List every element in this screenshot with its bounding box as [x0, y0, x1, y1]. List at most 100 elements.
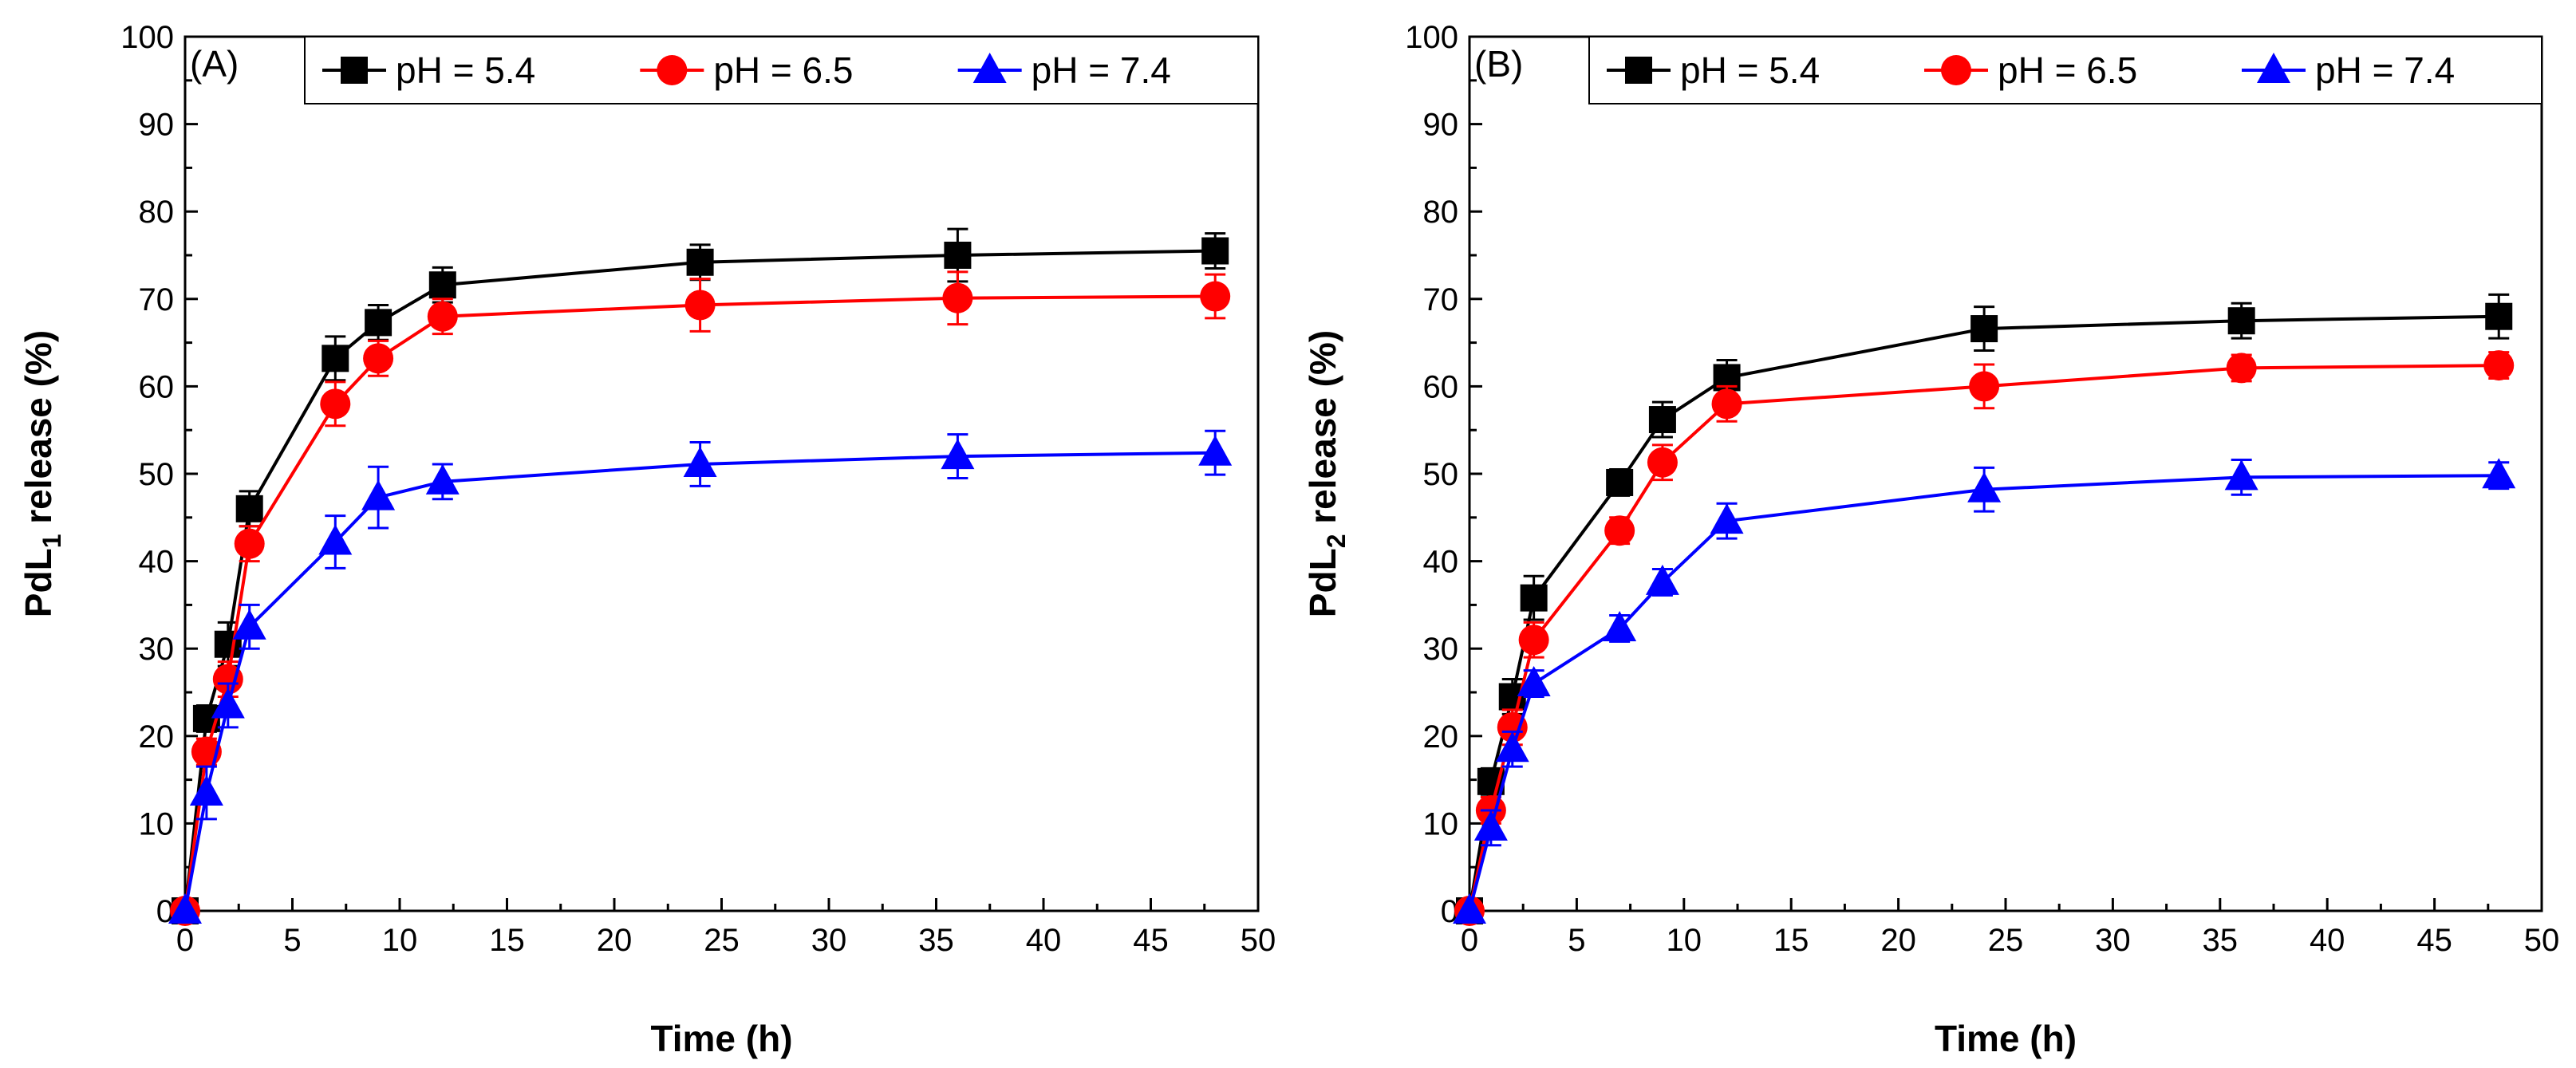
legend-item: pH = 6.5 — [1924, 49, 2137, 91]
x-tick-label: 0 — [176, 923, 194, 958]
y-tick-label: 90 — [139, 108, 175, 143]
data-point — [1645, 564, 1679, 595]
data-point — [1647, 447, 1678, 478]
y-tick-label: 20 — [139, 719, 175, 755]
x-tick-label: 40 — [2310, 923, 2345, 958]
legend-box — [304, 36, 1259, 104]
x-tick-label: 15 — [1773, 923, 1809, 958]
series-line — [183, 451, 1216, 912]
data-point — [1604, 515, 1635, 546]
x-tick-label: 5 — [283, 923, 301, 958]
y-tick-label: 60 — [1423, 369, 1459, 404]
legend-box — [1588, 36, 2542, 104]
data-point — [363, 343, 394, 374]
y-axis-title-tail: release (%) — [1302, 330, 1343, 534]
data-point — [2485, 302, 2513, 330]
series-line — [183, 294, 1216, 912]
x-tick-label: 40 — [1026, 923, 1062, 958]
data-point — [2227, 307, 2255, 335]
legend-label: pH = 5.4 — [1680, 49, 1820, 91]
y-axis-title: PdL1 release (%) — [18, 330, 66, 617]
data-point — [1473, 810, 1508, 841]
x-tick-label: 30 — [811, 923, 847, 958]
x-tick-label: 35 — [918, 923, 954, 958]
series-line — [1468, 314, 2499, 912]
legend-marker — [2257, 53, 2290, 83]
legend-label: pH = 6.5 — [1998, 49, 2137, 91]
y-axis-title-tail: release (%) — [18, 330, 59, 534]
y-axis-title: PdL2 release (%) — [1302, 330, 1351, 617]
series-line — [1468, 474, 2499, 912]
panel-label: (B) — [1474, 43, 1523, 85]
legend-label: pH = 7.4 — [2315, 49, 2455, 91]
data-point — [365, 309, 393, 337]
y-tick-label: 70 — [139, 282, 175, 317]
x-tick-label: 10 — [1667, 923, 1702, 958]
y-tick-label: 80 — [139, 195, 175, 230]
x-tick-label: 45 — [1133, 923, 1169, 958]
y-tick-label: 70 — [1423, 282, 1459, 317]
data-point — [942, 282, 973, 313]
data-point — [318, 524, 353, 555]
y-tick-label: 10 — [1423, 806, 1459, 841]
y-tick-label: 90 — [1423, 108, 1459, 143]
y-axis-title-main: PdL — [1302, 548, 1343, 617]
y-tick-label: 50 — [139, 457, 175, 492]
data-point — [1495, 731, 1529, 763]
data-point — [1970, 315, 1998, 343]
data-point — [1603, 610, 1637, 641]
data-point — [1518, 625, 1549, 656]
x-tick-label: 45 — [2416, 923, 2452, 958]
x-tick-label: 15 — [489, 923, 525, 958]
x-tick-label: 10 — [382, 923, 418, 958]
data-point — [425, 463, 460, 495]
series-ph-7-4 — [168, 429, 1233, 924]
data-point — [2226, 353, 2257, 384]
y-tick-label: 40 — [139, 545, 175, 580]
data-point — [1200, 281, 1231, 312]
data-point — [211, 688, 245, 719]
data-point — [683, 446, 717, 477]
data-point — [234, 528, 265, 559]
panel-label: (A) — [190, 43, 239, 85]
y-tick-label: 60 — [139, 369, 175, 404]
data-point — [1606, 468, 1634, 496]
series-ph-7-4 — [1453, 458, 2516, 924]
legend-marker — [1941, 55, 1971, 85]
data-point — [1710, 503, 1744, 534]
legend-item: pH = 7.4 — [957, 49, 1171, 91]
series-ph-5-4 — [172, 227, 1229, 924]
data-point — [1201, 237, 1229, 265]
chart-panel-a: 0 5 10 15 20 25 30 35 40 45 50 0 10 20 30 40 50 60 70 80 90 1… — [18, 20, 1276, 1059]
x-tick-label: 25 — [704, 923, 740, 958]
x-tick-label: 20 — [597, 923, 633, 958]
y-axis-title-subscript: 2 — [1322, 534, 1351, 549]
series-line — [1468, 364, 2499, 912]
data-point — [944, 242, 972, 269]
data-point — [2224, 459, 2258, 491]
data-point — [1711, 388, 1742, 420]
data-point — [232, 609, 266, 640]
data-point — [361, 479, 396, 510]
y-tick-label: 100 — [1405, 20, 1458, 55]
data-point — [686, 248, 714, 276]
data-point — [1497, 711, 1528, 743]
data-point — [2482, 458, 2516, 489]
data-point — [1453, 893, 1486, 924]
y-tick-label: 50 — [1423, 457, 1459, 492]
y-tick-label: 20 — [1423, 719, 1459, 755]
y-axis-title-subscript: 1 — [37, 534, 66, 549]
legend-marker — [341, 57, 368, 84]
legend: pH = 5.4 pH = 6.5 pH = 7.4 — [1588, 36, 2542, 104]
series-ph-6-5 — [170, 270, 1231, 926]
data-point — [322, 345, 349, 372]
legend-marker — [972, 53, 1007, 83]
legend-item: pH = 5.4 — [322, 49, 535, 91]
series-ph-6-5 — [1454, 350, 2515, 926]
data-point — [320, 388, 351, 420]
data-point — [2483, 350, 2515, 381]
data-point — [684, 290, 716, 321]
data-point — [941, 439, 975, 470]
data-point — [1520, 584, 1548, 612]
x-axis-title: Time (h) — [650, 1018, 792, 1059]
